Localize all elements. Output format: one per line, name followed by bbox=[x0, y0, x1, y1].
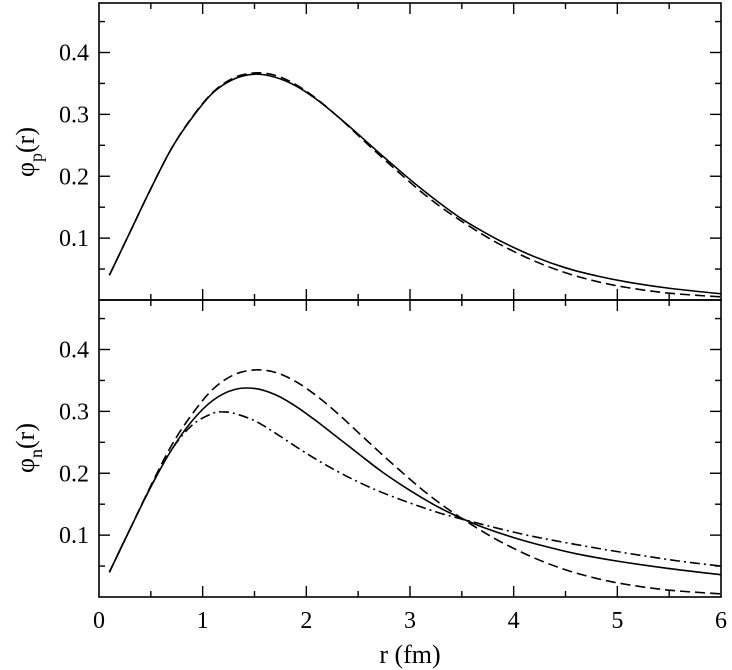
x-tick-label: 1 bbox=[197, 608, 209, 634]
x-tick-label: 2 bbox=[300, 608, 312, 634]
bottom-y-tick-label: 0.1 bbox=[59, 523, 89, 549]
bottom-y-axis-label: φn(r) bbox=[11, 423, 46, 473]
top-y-tick-labels: 0.1 0.2 0.3 0.4 bbox=[59, 41, 89, 253]
bottom-series-solid bbox=[108, 387, 722, 576]
top-plot-curves bbox=[108, 72, 722, 298]
top-y-tick-label: 0.2 bbox=[59, 164, 89, 190]
bottom-y-tick-label: 0.3 bbox=[59, 399, 89, 425]
x-axis-label: r (fm) bbox=[379, 640, 440, 669]
top-y-axis-label: φp(r) bbox=[11, 127, 46, 177]
top-series-solid bbox=[108, 73, 722, 295]
bottom-series-dash-dot bbox=[108, 411, 722, 573]
top-y-tick-label: 0.1 bbox=[59, 226, 89, 252]
bottom-series-dashed bbox=[108, 369, 722, 595]
bottom-axis-ticks bbox=[99, 300, 721, 597]
bottom-y-tick-labels: 0.1 0.2 0.3 0.4 bbox=[59, 338, 89, 550]
bottom-plot-frame bbox=[98, 299, 722, 598]
bottom-y-tick-label: 0.4 bbox=[59, 338, 89, 364]
top-axis-ticks bbox=[99, 3, 721, 300]
bottom-y-axis-label-suffix: (r) bbox=[11, 423, 40, 449]
bottom-y-axis-label-base: φ bbox=[11, 458, 40, 473]
x-tick-label: 5 bbox=[611, 608, 623, 634]
x-tick-label: 4 bbox=[508, 608, 520, 634]
x-tick-label: 3 bbox=[404, 608, 416, 634]
top-y-axis-label-suffix: (r) bbox=[11, 127, 40, 153]
top-y-tick-label: 0.4 bbox=[59, 41, 89, 67]
bottom-panel: 0.1 0.2 0.3 0.4 0 1 2 3 4 5 6 φn(r) r (fm) bbox=[11, 299, 727, 669]
bottom-y-tick-label: 0.2 bbox=[59, 461, 89, 487]
top-series-dashed bbox=[108, 72, 722, 298]
x-tick-label: 6 bbox=[715, 608, 727, 634]
top-panel: 0.1 0.2 0.3 0.4 φp(r) bbox=[11, 2, 722, 301]
top-y-tick-label: 0.3 bbox=[59, 102, 89, 128]
bottom-x-tick-labels: 0 1 2 3 4 5 6 bbox=[93, 608, 727, 634]
bottom-plot-curves bbox=[108, 369, 722, 595]
bottom-y-axis-label-sub: n bbox=[26, 449, 46, 458]
top-y-axis-label-sub: p bbox=[26, 153, 46, 162]
top-y-axis-label-base: φ bbox=[11, 162, 40, 177]
x-tick-label: 0 bbox=[93, 608, 105, 634]
top-plot-frame bbox=[98, 2, 722, 301]
